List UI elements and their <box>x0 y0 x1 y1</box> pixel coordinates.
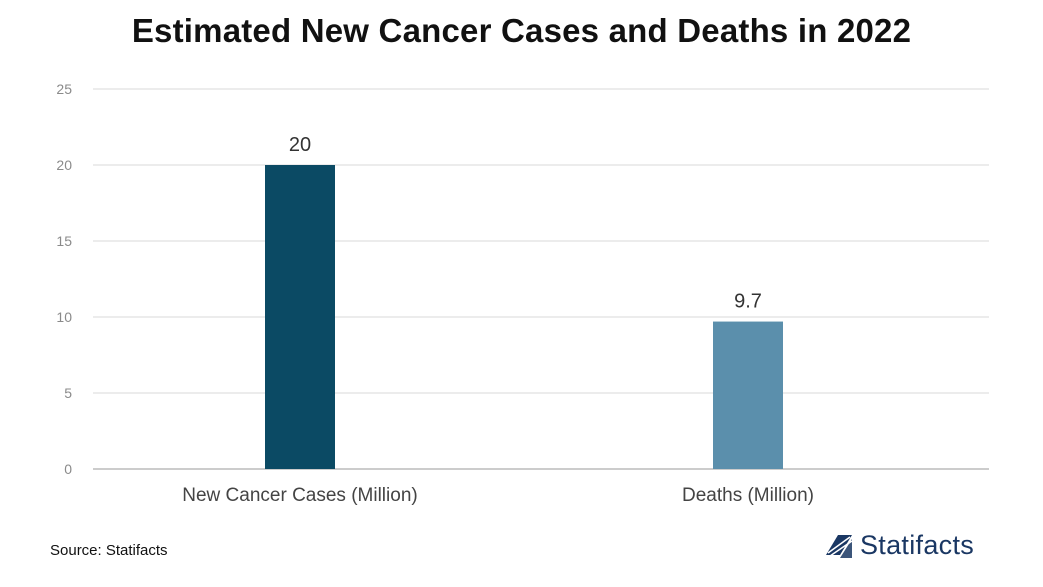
gridlines <box>93 88 989 470</box>
y-tick-label: 5 <box>64 385 72 401</box>
statifacts-logo: Statifacts <box>824 530 974 561</box>
bar <box>265 165 335 469</box>
data-labels: 209.7 <box>289 134 762 313</box>
y-tick-label: 0 <box>64 461 72 477</box>
y-tick-label: 15 <box>56 233 72 249</box>
source-note: Source: Statifacts <box>50 542 168 559</box>
y-tick-label: 10 <box>56 309 72 325</box>
x-axis-categories: New Cancer Cases (Million) Deaths (Millio… <box>182 485 814 506</box>
y-axis-ticks: 0 5 10 15 20 25 <box>56 81 72 477</box>
category-label: New Cancer Cases (Million) <box>182 485 417 506</box>
bars <box>265 165 783 469</box>
chart-title: Estimated New Cancer Cases and Deaths in… <box>131 12 912 49</box>
y-tick-label: 20 <box>56 157 72 173</box>
data-label: 9.7 <box>734 291 762 313</box>
bar <box>713 321 783 469</box>
statifacts-logo-icon <box>824 530 854 561</box>
data-label: 20 <box>289 134 311 156</box>
category-label: Deaths (Million) <box>682 485 814 506</box>
y-tick-label: 25 <box>56 81 72 97</box>
logo-text: Statifacts <box>860 530 975 560</box>
